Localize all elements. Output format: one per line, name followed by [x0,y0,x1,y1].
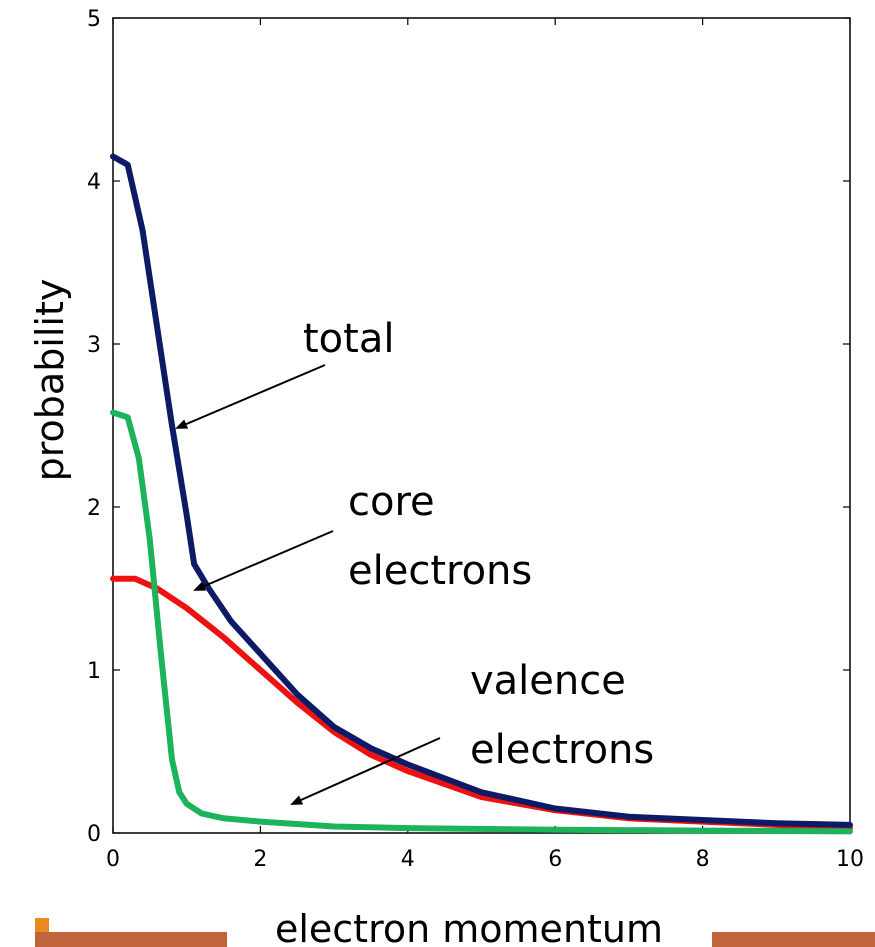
x-axis-label: electron momentum [275,907,663,947]
annotation-core-line1: core [348,479,435,525]
y-tick-label: 1 [87,659,101,684]
footer-bar-right [712,932,875,947]
x-tick-label: 2 [253,847,267,872]
y-tick-label: 5 [87,7,101,32]
x-tick-label: 10 [836,847,864,872]
y-tick-label: 4 [87,170,101,195]
y-tick-label: 3 [87,333,101,358]
tick-group: 0 2 4 6 8 10 0 1 2 3 4 5 [87,7,864,872]
footer-bar-left [35,932,227,947]
annotation-valence-line2: electrons [470,727,654,773]
x-tick-label: 8 [696,847,710,872]
annotation-total: total [303,316,394,362]
y-tick-label: 0 [87,822,101,847]
x-tick-label: 4 [401,847,415,872]
annotation-valence-line1: valence [470,658,626,704]
annotation-core-line2: electrons [348,548,532,594]
series-lines [110,153,853,835]
x-tick-label: 6 [548,847,562,872]
plot-frame [112,17,851,834]
x-tick-label: 0 [106,847,120,872]
y-axis-label: probability [28,279,72,482]
core-arrow [193,530,334,591]
valence-arrow [290,737,441,805]
total-arrow [175,364,326,429]
series-line-valence-electrons [110,409,853,835]
y-tick-label: 2 [87,496,101,521]
series-line-total [110,153,853,828]
